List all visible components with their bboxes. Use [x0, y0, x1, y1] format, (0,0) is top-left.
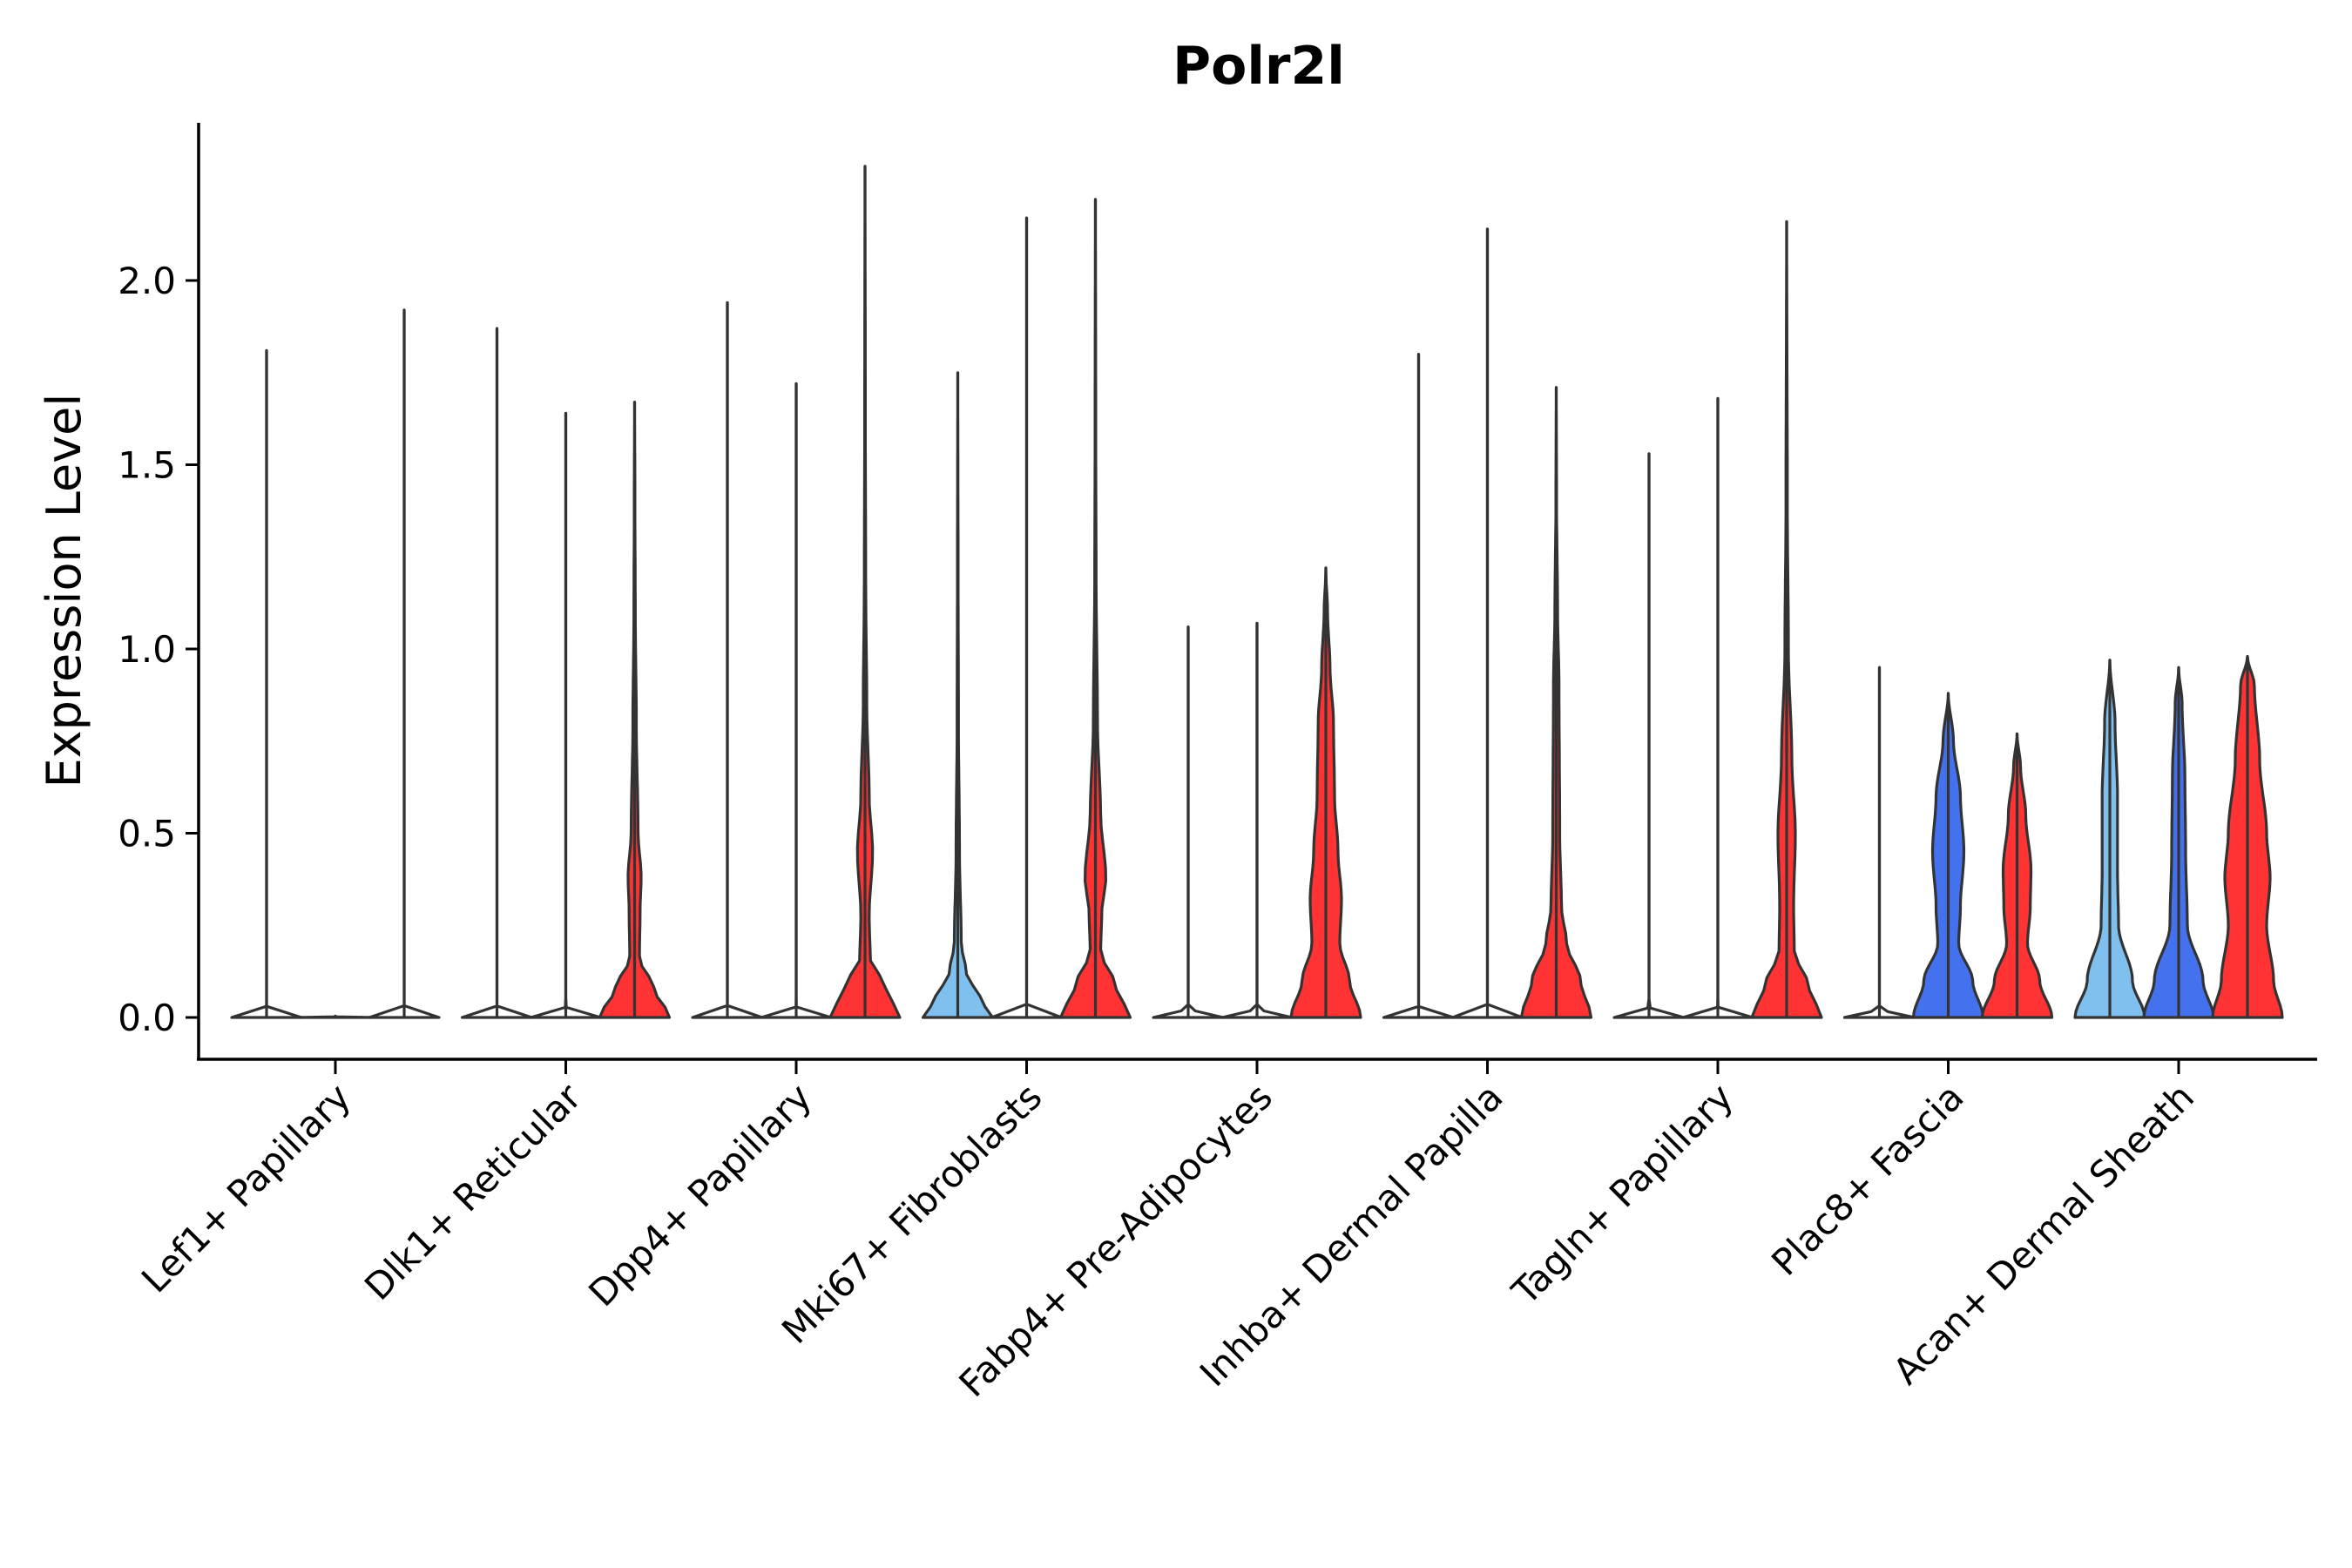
- x-tick-label: Tagln+ Papillary: [1504, 1075, 1741, 1313]
- x-tick-label: Plac8+ Fascia: [1763, 1075, 1971, 1283]
- y-tick-label: 1.0: [118, 628, 176, 671]
- y-tick-label: 0.0: [118, 997, 176, 1039]
- y-tick-label: 0.5: [118, 813, 176, 855]
- y-tick-label: 2.0: [118, 260, 176, 302]
- y-axis-label: Expression Level: [37, 394, 91, 788]
- chart-title: Polr2l: [1173, 36, 1345, 97]
- axes: [197, 123, 2317, 1061]
- x-tick-label: Dpp4+ Papillary: [580, 1075, 820, 1315]
- x-tick-label: Dlk1+ Reticular: [356, 1075, 590, 1308]
- x-tick-label: Lef1+ Papillary: [133, 1075, 359, 1301]
- x-tick-label: Mki67+ Fibroblasts: [774, 1075, 1050, 1351]
- violin-shape: [299, 1014, 372, 1019]
- y-ticks: 0.0 0.5 1.0 1.5 2.0: [118, 260, 199, 1039]
- y-tick-label: 1.5: [118, 444, 176, 487]
- violin-group: [230, 165, 2284, 1019]
